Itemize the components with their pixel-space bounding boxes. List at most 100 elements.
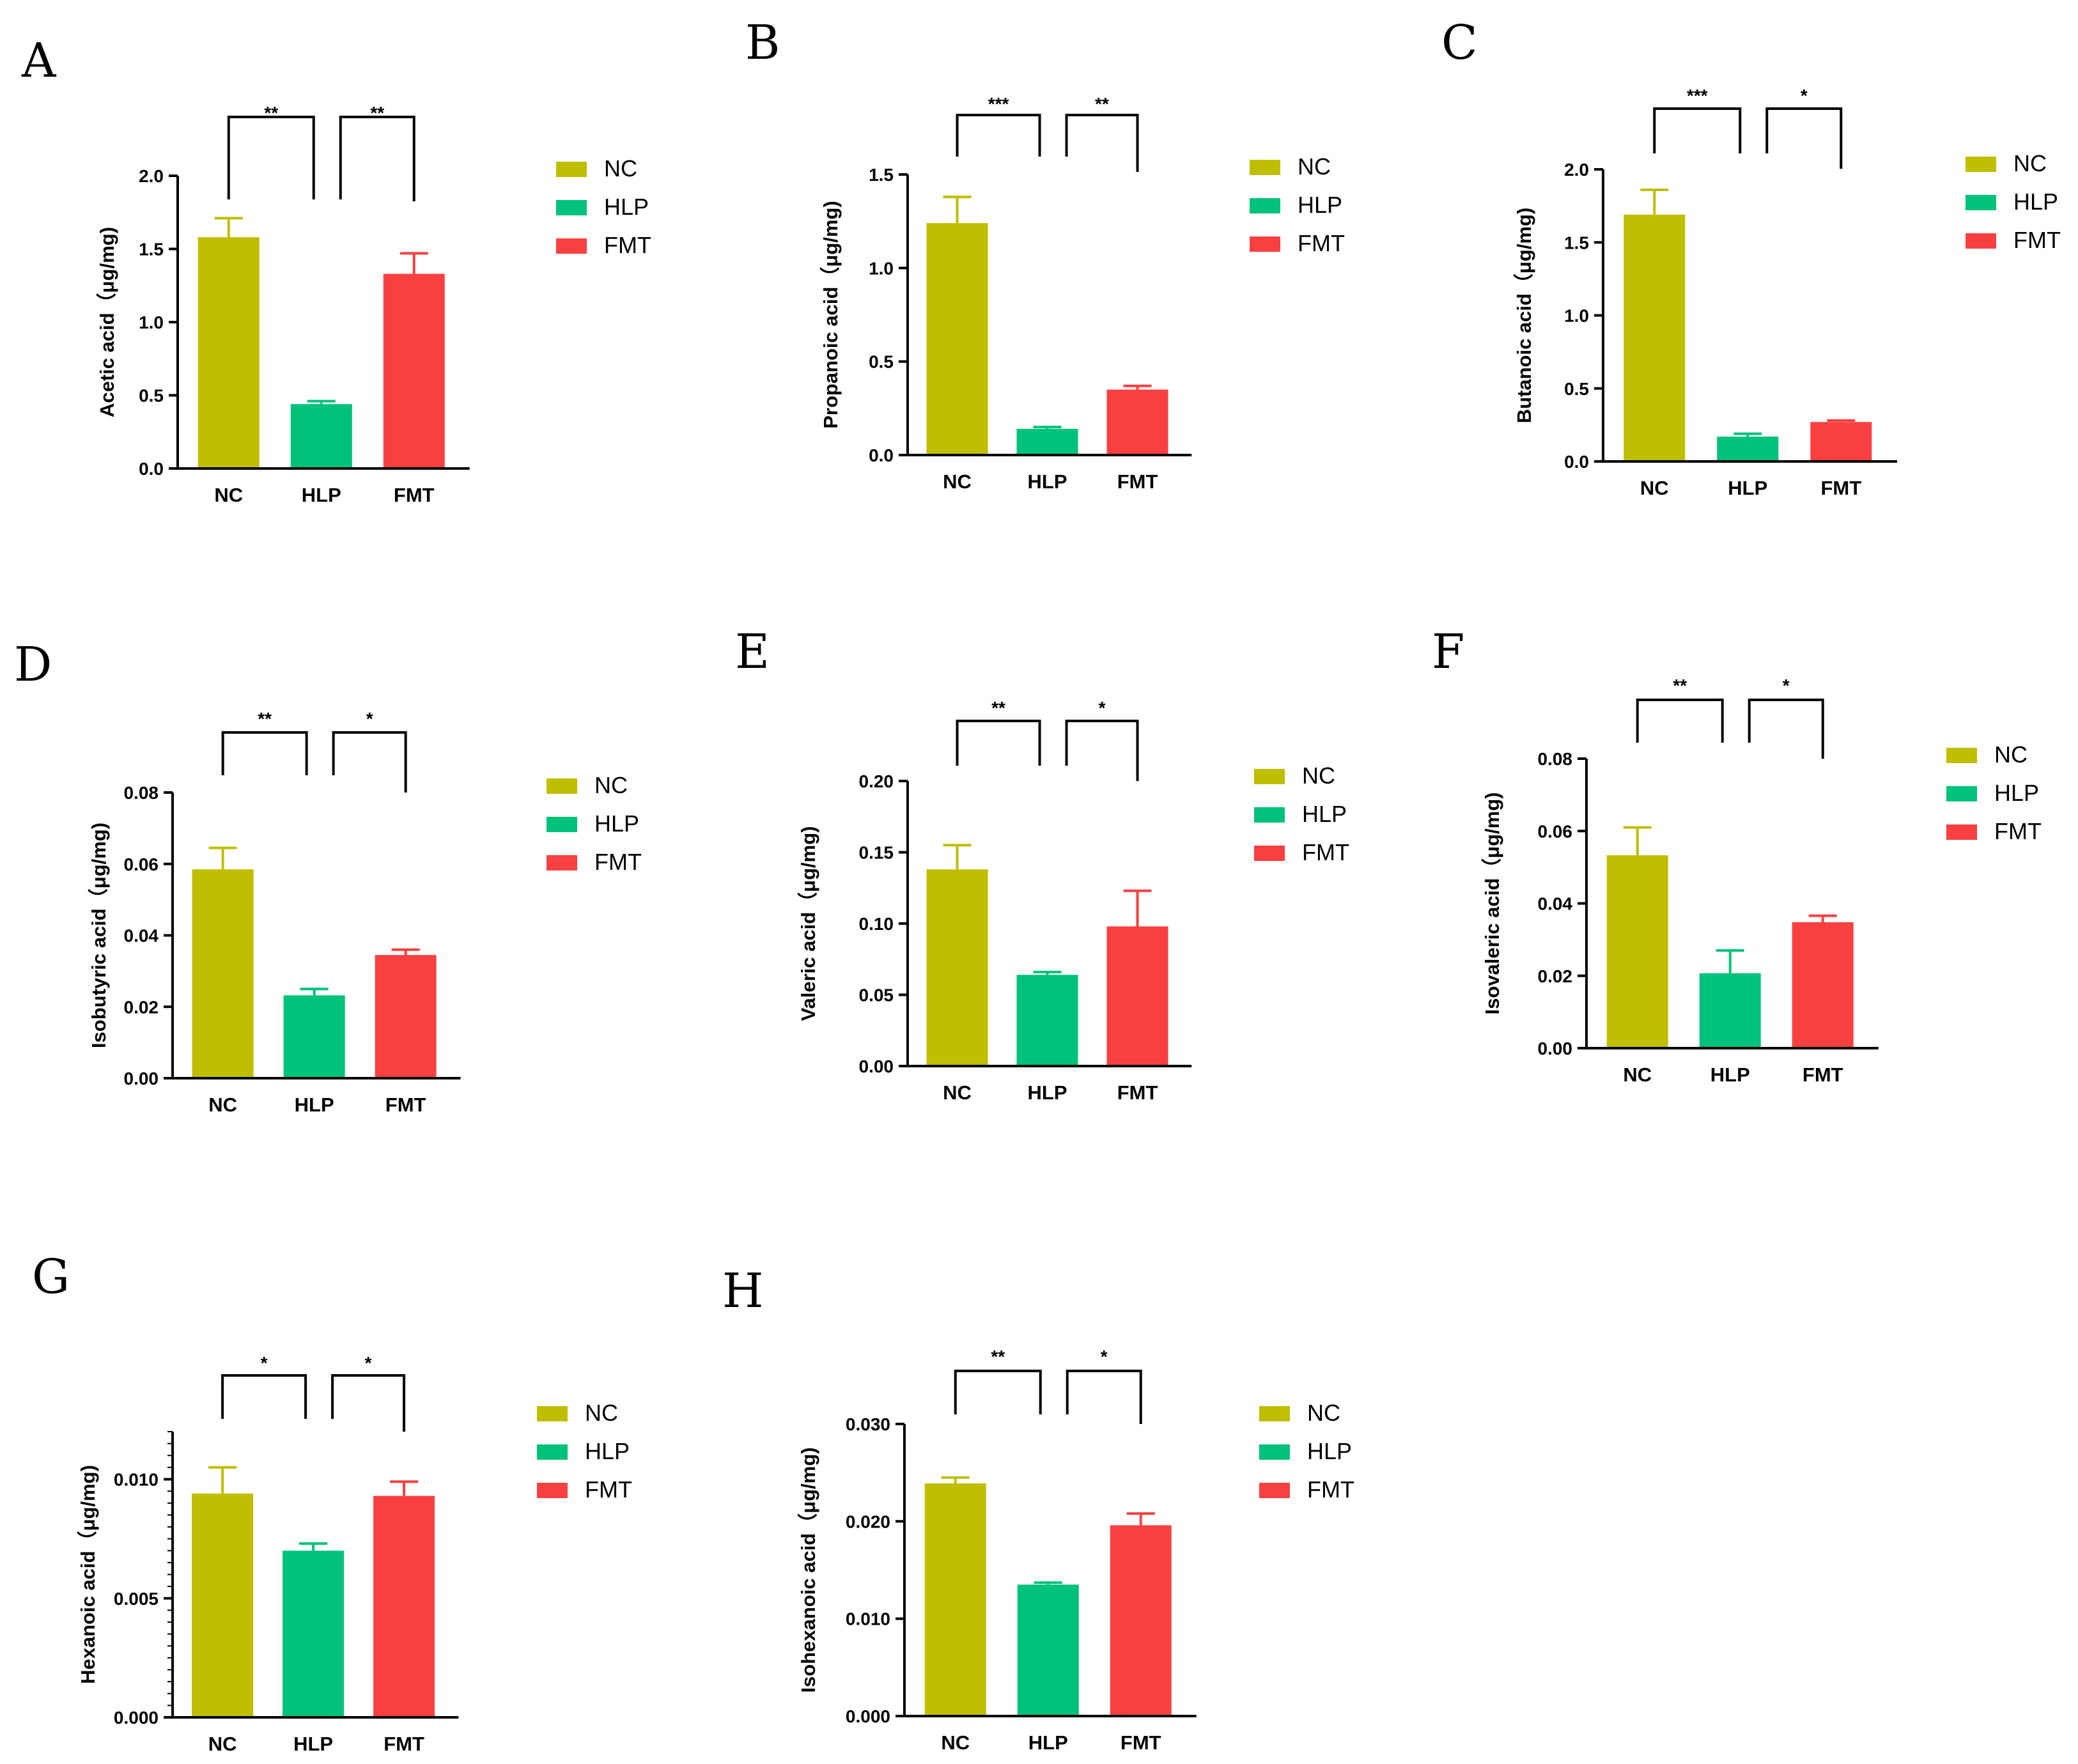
- y-tick-label: 0.20: [859, 771, 894, 791]
- legend-swatch-hlp: [1946, 786, 1977, 801]
- bar-nc: [1606, 855, 1668, 1048]
- significance-label: **: [1095, 94, 1109, 114]
- x-tick-label: NC: [941, 1731, 970, 1754]
- legend-swatch-fmt: [1259, 1483, 1290, 1498]
- y-tick-label: 1.5: [869, 165, 894, 185]
- significance-bracket: [221, 731, 308, 775]
- panel-letter: F: [1432, 624, 1464, 679]
- significance-bracket: [221, 1374, 307, 1419]
- y-axis-label: Acetic acid（μg/mg): [96, 227, 118, 417]
- significance-label: ***: [1687, 86, 1708, 105]
- significance-bracket: [339, 116, 415, 201]
- significance-bracket: [1748, 699, 1824, 759]
- legend-label: HLP: [1302, 801, 1347, 827]
- x-tick-label: NC: [208, 1733, 237, 1755]
- significance-label: ***: [988, 94, 1009, 114]
- panel-c: C NC HLP FMT 0.0 0.5 1.0 1.5 2.0 Butanoic acid（μg…: [1441, 15, 2061, 499]
- significance-label: *: [261, 1353, 268, 1373]
- y-tick-label: 0.0: [869, 445, 894, 465]
- bar-hlp: [1699, 973, 1761, 1048]
- panel-letter: E: [735, 624, 770, 679]
- legend-swatch-hlp: [1966, 195, 1996, 210]
- legend-label: NC: [1298, 153, 1331, 180]
- significance-bracket: [1065, 114, 1139, 172]
- bar-nc: [1624, 214, 1686, 461]
- x-tick-label: NC: [1623, 1064, 1652, 1086]
- bar-hlp: [1016, 429, 1078, 455]
- y-tick-label: 0.010: [846, 1609, 890, 1629]
- bar-nc: [192, 1493, 254, 1717]
- legend-swatch-fmt: [1946, 824, 1977, 840]
- y-tick-label: 0.06: [124, 855, 159, 874]
- y-tick-label: 0.05: [859, 986, 894, 1005]
- panel-d: D NC HLP FMT 0.00 0.02 0.04 0.06 0.08 Isobutyric …: [14, 637, 642, 1116]
- legend-label: HLP: [585, 1438, 630, 1464]
- y-tick-label: 0.10: [859, 914, 894, 934]
- legend-label: HLP: [1994, 780, 2039, 806]
- legend-swatch-nc: [547, 778, 577, 794]
- y-axis-label: Propanoic acid（μg/mg): [819, 201, 842, 429]
- significance-label: *: [366, 709, 373, 729]
- legend-swatch-hlp: [1250, 198, 1280, 213]
- significance-label: *: [1801, 86, 1808, 105]
- y-axis-label: Isovaleric acid（μg/mg): [1481, 792, 1503, 1014]
- y-tick-label: 0.02: [1538, 966, 1573, 986]
- y-tick-label: 1.0: [869, 258, 894, 278]
- panel-g: G NC HLP FMT 0.000 0.005 0.010 Hexanoic acid（μg…: [32, 1250, 632, 1755]
- bar-fmt: [375, 955, 437, 1078]
- bar-hlp: [290, 404, 352, 468]
- legend-swatch-nc: [537, 1406, 568, 1421]
- bar-fmt: [1110, 1525, 1172, 1716]
- legend-swatch-fmt: [556, 238, 587, 254]
- panel-letter: A: [21, 33, 57, 88]
- legend-swatch-fmt: [1966, 233, 1996, 249]
- significance-bracket: [1065, 720, 1139, 781]
- legend-label: NC: [1307, 1400, 1340, 1426]
- bar-hlp: [1717, 437, 1779, 461]
- x-tick-label: FMT: [1820, 477, 1861, 499]
- y-tick-label: 2.0: [1564, 160, 1589, 180]
- legend-swatch-nc: [1250, 160, 1280, 175]
- legend-label: NC: [2013, 150, 2047, 176]
- legend-label: HLP: [604, 194, 649, 220]
- legend-label: FMT: [585, 1476, 632, 1503]
- y-tick-label: 1.0: [1564, 306, 1589, 326]
- y-tick-label: 0.06: [1538, 821, 1573, 841]
- bar-nc: [924, 1483, 986, 1716]
- bar-nc: [198, 237, 260, 468]
- significance-bracket: [332, 731, 407, 793]
- legend-label: FMT: [2013, 227, 2061, 253]
- significance-label: **: [991, 1347, 1005, 1366]
- y-tick-label: 0.08: [124, 783, 159, 803]
- legend-label: FMT: [1302, 839, 1349, 865]
- panel-e: E NC HLP FMT 0.00 0.05 0.10 0.15 0.20 Valeric aci…: [735, 624, 1349, 1104]
- significance-bracket: [956, 114, 1041, 157]
- panel-letter: C: [1441, 15, 1478, 70]
- significance-bracket: [227, 116, 315, 199]
- bar-hlp: [283, 1551, 345, 1717]
- x-tick-label: NC: [1640, 477, 1669, 499]
- bar-fmt: [1810, 422, 1872, 461]
- legend-swatch-nc: [1254, 769, 1285, 784]
- x-tick-label: HLP: [1028, 1731, 1068, 1754]
- panel-letter: G: [32, 1250, 70, 1304]
- legend-swatch-fmt: [547, 855, 577, 870]
- y-axis-label: Hexanoic acid（μg/mg): [77, 1465, 99, 1684]
- panel-letter: B: [745, 15, 780, 70]
- y-tick-label: 0.005: [114, 1589, 159, 1609]
- legend-swatch-fmt: [537, 1483, 568, 1498]
- y-tick-label: 0.0: [1564, 452, 1589, 472]
- significance-bracket: [1066, 1370, 1142, 1424]
- x-tick-label: HLP: [302, 484, 341, 506]
- legend-label: NC: [594, 772, 628, 798]
- legend-label: FMT: [1994, 818, 2042, 844]
- significance-label: *: [1783, 676, 1790, 695]
- significance-label: **: [991, 698, 1005, 718]
- y-tick-label: 0.030: [846, 1414, 890, 1434]
- significance-bracket: [331, 1374, 406, 1432]
- x-tick-label: FMT: [1117, 470, 1158, 493]
- y-axis-label: Isohexanoic acid（μg/mg): [797, 1447, 819, 1692]
- legend-swatch-nc: [1946, 748, 1977, 763]
- panel-letter: D: [14, 637, 52, 692]
- x-tick-label: HLP: [293, 1733, 333, 1755]
